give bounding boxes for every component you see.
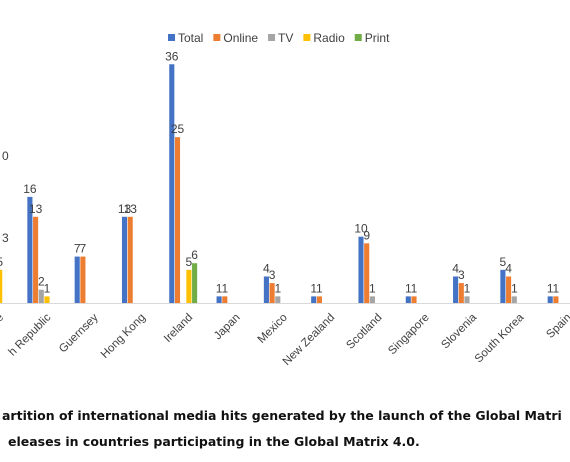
data-label-online: 1 [316, 281, 323, 295]
category-label: Guernsey [57, 311, 101, 355]
data-label-online: 1 [221, 281, 228, 295]
chart-legend: Total Online TV Radio Print [168, 31, 390, 45]
data-label-tv: 1 [511, 281, 518, 295]
data-label-total: 7 [74, 242, 81, 256]
data-label-radio: 5 [0, 255, 3, 269]
data-label-total: 1 [405, 281, 412, 295]
data-label-total: 1 [547, 281, 554, 295]
figure-caption-line-2: eleases in countries participating in th… [8, 434, 420, 449]
bar-online [174, 137, 181, 303]
data-label-total: 16 [23, 182, 37, 196]
bar-online [269, 283, 275, 303]
data-label-total: 5 [500, 255, 507, 269]
data-label-online: 13 [124, 202, 138, 216]
legend-label-radio: Radio [313, 31, 345, 45]
bar-total [121, 216, 128, 303]
bar-tv [275, 296, 281, 303]
data-label-online: 25 [171, 122, 185, 136]
partial-labels: 03 [2, 149, 9, 245]
bar-online [33, 216, 39, 303]
data-label-online: 1 [553, 281, 560, 295]
chart-bars [0, 64, 559, 304]
bar-radio [186, 269, 192, 303]
bar-total [358, 236, 364, 303]
bar-online [553, 296, 559, 303]
legend-swatch-tv [268, 34, 276, 41]
data-label-total: 1 [310, 281, 317, 295]
bar-total [500, 269, 506, 303]
legend-label-online: Online [223, 31, 258, 45]
category-label: Ireland [162, 312, 195, 345]
bar-total [405, 296, 411, 303]
category-label: Scotland [344, 312, 384, 352]
legend-swatch-total [168, 34, 175, 41]
legend-label-total: Total [178, 31, 203, 45]
bar-total [216, 296, 222, 303]
category-label: Mexico [256, 312, 290, 346]
data-label-online: 9 [363, 228, 370, 242]
data-label-radio: 5 [186, 255, 193, 269]
bar-online [506, 276, 512, 303]
data-label-total: 1 [216, 281, 223, 295]
data-label-tv: 1 [274, 281, 281, 295]
category-label: Hong Kong [99, 312, 148, 361]
data-label-online: 1 [411, 281, 418, 295]
data-label-radio: 1 [44, 281, 51, 295]
legend-label-print: Print [365, 31, 390, 45]
legend-swatch-online [213, 34, 221, 41]
bar-print [192, 263, 198, 303]
bar-radio [44, 296, 50, 303]
data-label-total: 13 [118, 202, 132, 216]
data-label-online: 13 [29, 202, 43, 216]
bar-online [411, 296, 417, 303]
bar-online [316, 296, 322, 303]
bar-total [27, 196, 33, 303]
data-label-tv: 1 [464, 281, 471, 295]
bar-online [127, 216, 133, 303]
bar-total [453, 276, 459, 303]
data-label-tv: 1 [369, 281, 376, 295]
data-label-total: 36 [165, 49, 179, 63]
legend-swatch-radio [303, 34, 311, 41]
category-label: South Korea [473, 311, 527, 365]
data-labels: 5161321771313362556114311110911143154111 [0, 49, 560, 295]
bar-total [169, 64, 175, 304]
bar-total [311, 296, 317, 303]
data-label-online: 3 [458, 268, 465, 282]
bar-tv [464, 296, 470, 303]
data-label-total: 10 [354, 222, 368, 236]
figure-caption-line-1: artition of international media hits gen… [2, 408, 562, 423]
data-label-online: 7 [80, 242, 87, 256]
bar-tv [38, 289, 44, 303]
category-label: e [0, 312, 6, 325]
bar-online [458, 283, 464, 303]
category-label: h Republic [7, 311, 54, 358]
partial-value-label: 3 [2, 231, 9, 245]
bar-tv [511, 296, 517, 303]
bar-total [74, 256, 80, 303]
bar-online [80, 256, 86, 303]
legend-label-tv: TV [278, 31, 293, 45]
partial-value-label: 0 [2, 149, 9, 163]
bar-total [263, 276, 269, 303]
bar-online [364, 243, 370, 303]
bar-tv [369, 296, 375, 303]
category-label: Spain [544, 312, 570, 341]
bar-radio [0, 269, 3, 303]
data-label-tv: 2 [38, 275, 45, 289]
data-label-online: 3 [269, 268, 276, 282]
data-label-print: 6 [191, 248, 198, 262]
bar-total [547, 296, 553, 303]
bar-online [222, 296, 228, 303]
data-label-total: 4 [452, 261, 459, 275]
legend-swatch-print [354, 34, 362, 41]
category-label: Singapore [386, 312, 432, 358]
category-label: Japan [212, 312, 243, 343]
data-label-total: 4 [263, 261, 270, 275]
data-label-online: 4 [505, 261, 512, 275]
category-label: Slovenia [439, 311, 479, 351]
